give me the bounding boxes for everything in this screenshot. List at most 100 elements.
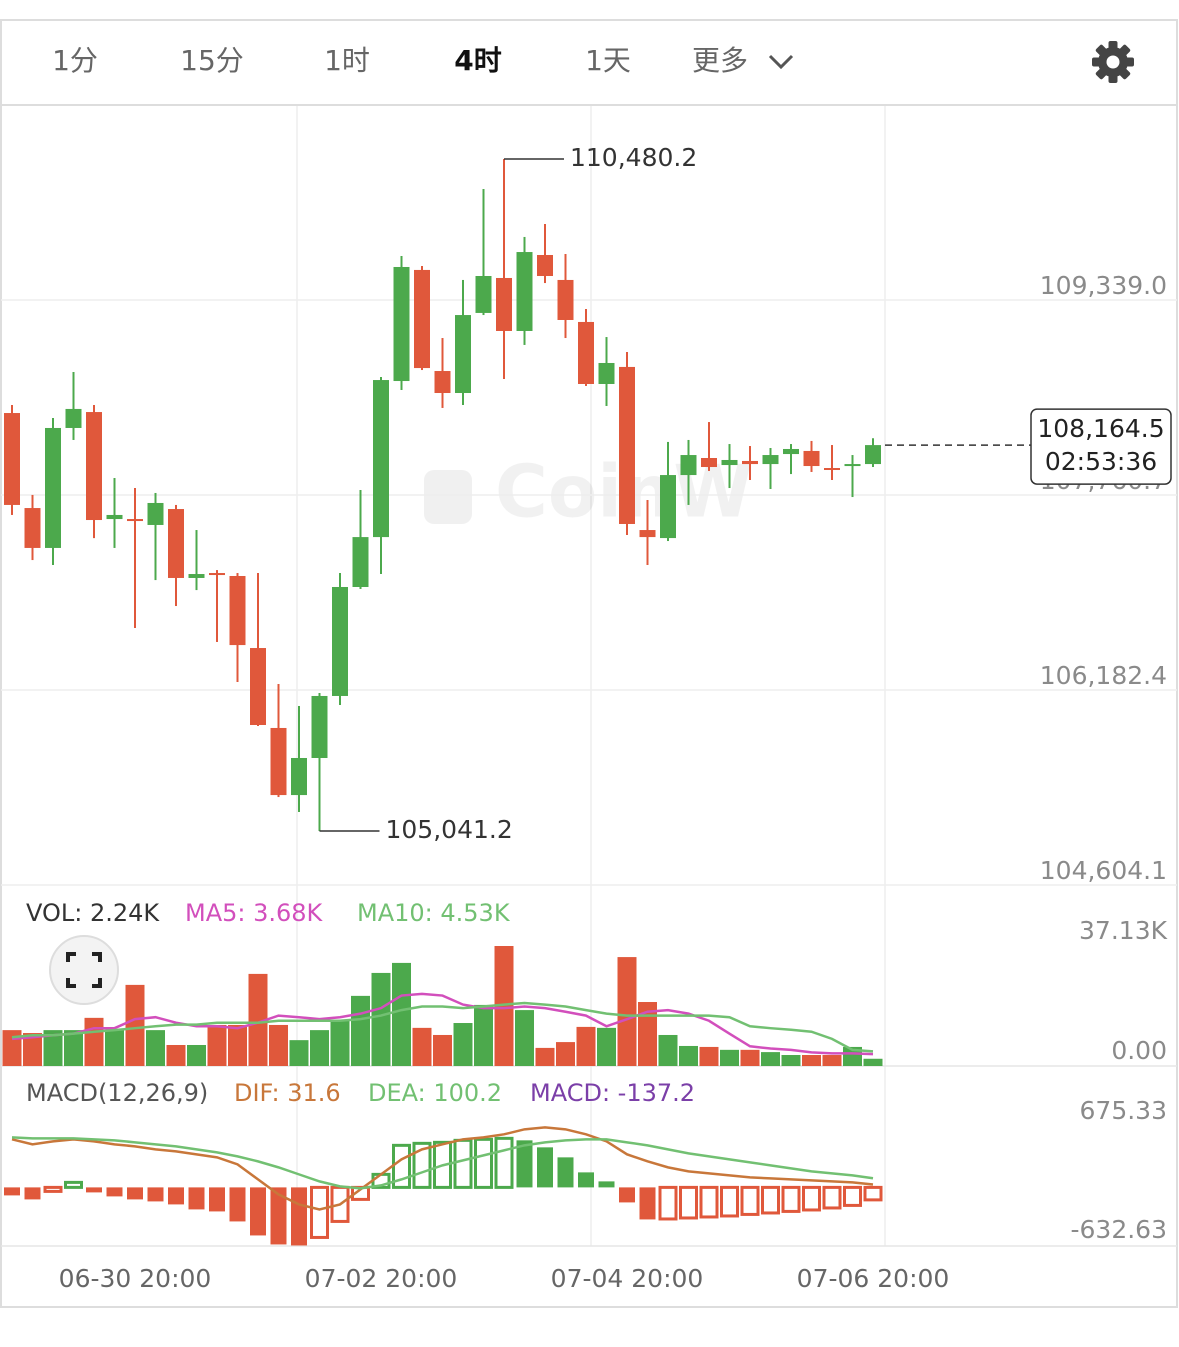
volume-bar bbox=[105, 1030, 124, 1066]
legend-entry: MA5: 3.68K bbox=[185, 899, 324, 927]
volume-bar bbox=[351, 995, 370, 1066]
candle-body bbox=[106, 514, 123, 520]
candle-body bbox=[291, 757, 307, 796]
candle-body bbox=[209, 573, 225, 576]
volume-bar bbox=[310, 1030, 329, 1066]
candle-body bbox=[311, 695, 328, 758]
candle-body bbox=[537, 254, 553, 277]
watermark-logo bbox=[424, 470, 472, 524]
candle-body bbox=[65, 408, 82, 428]
candle-body bbox=[803, 450, 820, 467]
candle-body bbox=[127, 519, 143, 522]
macd-bar bbox=[453, 1138, 473, 1189]
candle-body bbox=[516, 252, 533, 331]
timeframe-tab[interactable]: 15分 bbox=[180, 44, 244, 77]
candle-body bbox=[865, 445, 881, 465]
more-chevron[interactable] bbox=[768, 54, 794, 70]
timeframe-tab[interactable]: 更多 bbox=[692, 44, 748, 77]
legend-entry: MACD: -137.2 bbox=[530, 1079, 695, 1107]
x-tick-label: 07-04 20:00 bbox=[551, 1264, 704, 1293]
ma-line bbox=[11, 1001, 874, 1053]
candle-body bbox=[496, 277, 512, 331]
candle-body bbox=[250, 648, 266, 726]
candle-body bbox=[373, 380, 389, 538]
macd-bar bbox=[537, 1147, 553, 1188]
candle-body bbox=[742, 460, 758, 465]
candle-body bbox=[24, 508, 41, 548]
macd-bar bbox=[250, 1187, 266, 1236]
volume-bar bbox=[43, 1030, 63, 1066]
volume-bar bbox=[371, 972, 391, 1066]
volume-bar bbox=[494, 946, 514, 1066]
volume-bar bbox=[740, 1049, 760, 1066]
volume-legend: VOL: 2.24K bbox=[26, 899, 160, 927]
timeframe-tab[interactable]: 1天 bbox=[585, 44, 631, 77]
candle-body bbox=[680, 455, 697, 476]
candle-body bbox=[619, 366, 635, 524]
candle-body bbox=[783, 448, 799, 455]
macd-bar bbox=[229, 1187, 246, 1222]
volume-bar bbox=[392, 962, 411, 1066]
candle-body bbox=[721, 459, 738, 466]
candle-body bbox=[578, 321, 594, 384]
y-tick-label: 106,182.4 bbox=[1040, 661, 1167, 690]
volume-bar bbox=[843, 1046, 862, 1066]
candle-body bbox=[762, 455, 779, 465]
candle-body bbox=[434, 371, 451, 394]
candle-body bbox=[701, 458, 717, 468]
candle-body bbox=[352, 537, 369, 587]
candle-body bbox=[844, 464, 861, 467]
macd-bar bbox=[412, 1141, 432, 1189]
macd-bar bbox=[4, 1187, 20, 1196]
macd-bar bbox=[106, 1187, 123, 1197]
macd-bar bbox=[291, 1187, 307, 1246]
last-price: 108,164.5 bbox=[1037, 414, 1164, 443]
candle-body bbox=[229, 575, 246, 646]
candle-body bbox=[824, 468, 840, 471]
legend-entry: DIF: 31.6 bbox=[234, 1079, 341, 1107]
volume-bar bbox=[617, 957, 637, 1066]
volume-bar bbox=[64, 1030, 83, 1066]
macd-bar bbox=[761, 1185, 780, 1215]
macd-bar bbox=[310, 1185, 329, 1239]
candle-body bbox=[414, 269, 430, 369]
volume-bar bbox=[187, 1044, 206, 1066]
volume-bar bbox=[330, 1020, 350, 1066]
volume-bar bbox=[412, 1027, 432, 1066]
volume-bar bbox=[576, 1026, 596, 1066]
volume-bar bbox=[556, 1042, 575, 1066]
macd-bar bbox=[619, 1187, 635, 1203]
x-tick-label: 07-06 20:00 bbox=[797, 1264, 950, 1293]
timeframe-tab[interactable]: 4时 bbox=[454, 44, 501, 77]
macd-bar bbox=[127, 1187, 143, 1200]
candle-body bbox=[455, 315, 471, 394]
timeframe-tab[interactable]: 1时 bbox=[324, 44, 370, 77]
y-tick-label: 675.33 bbox=[1080, 1096, 1167, 1125]
macd-bar bbox=[843, 1185, 862, 1207]
fullscreen-button[interactable] bbox=[49, 935, 119, 1005]
volume-bar bbox=[228, 1024, 247, 1066]
candle-body bbox=[270, 727, 287, 796]
macd-bar bbox=[679, 1185, 698, 1220]
volume-bar bbox=[638, 1002, 657, 1066]
timeframe-tab[interactable]: 1分 bbox=[52, 44, 98, 77]
frame bbox=[0, 19, 1178, 1308]
candle-body bbox=[332, 586, 348, 696]
macd-bar bbox=[639, 1187, 656, 1220]
volume-bar bbox=[269, 1024, 288, 1066]
candle-body bbox=[475, 276, 492, 313]
volume-bar bbox=[453, 1023, 473, 1066]
macd-bar bbox=[598, 1181, 615, 1188]
macd-bar bbox=[863, 1185, 883, 1202]
candle-body bbox=[557, 279, 574, 320]
macd-bar bbox=[494, 1136, 514, 1189]
y-tick-label: 37.13K bbox=[1079, 916, 1168, 945]
volume-bar bbox=[597, 1027, 616, 1066]
macd-line bbox=[11, 1126, 874, 1211]
y-tick-label: -632.63 bbox=[1071, 1215, 1168, 1244]
macd-bar bbox=[699, 1185, 719, 1219]
settings-icon[interactable] bbox=[1092, 41, 1134, 83]
volume-bar bbox=[699, 1046, 719, 1066]
candle-body bbox=[45, 427, 61, 548]
